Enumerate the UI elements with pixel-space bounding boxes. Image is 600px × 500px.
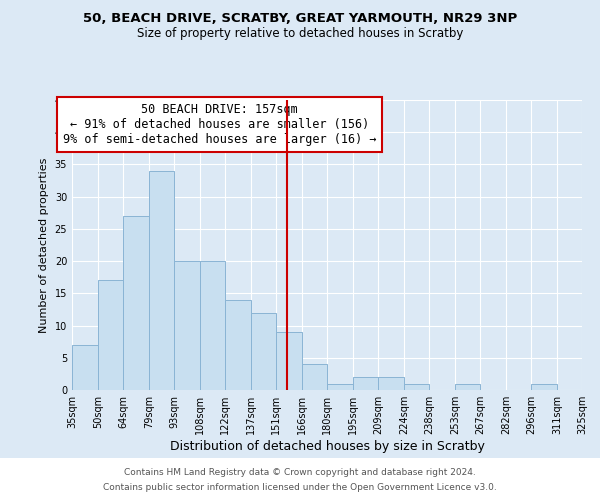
Bar xyxy=(327,384,353,390)
Text: Size of property relative to detached houses in Scratby: Size of property relative to detached ho… xyxy=(137,28,463,40)
Bar xyxy=(200,261,225,390)
Text: Contains HM Land Registry data © Crown copyright and database right 2024.: Contains HM Land Registry data © Crown c… xyxy=(124,468,476,477)
Text: Contains public sector information licensed under the Open Government Licence v3: Contains public sector information licen… xyxy=(103,483,497,492)
Bar xyxy=(455,384,480,390)
Bar xyxy=(72,345,98,390)
Bar xyxy=(582,384,600,390)
Bar xyxy=(378,377,404,390)
Text: 50, BEACH DRIVE, SCRATBY, GREAT YARMOUTH, NR29 3NP: 50, BEACH DRIVE, SCRATBY, GREAT YARMOUTH… xyxy=(83,12,517,26)
Text: 50 BEACH DRIVE: 157sqm
← 91% of detached houses are smaller (156)
9% of semi-det: 50 BEACH DRIVE: 157sqm ← 91% of detached… xyxy=(63,103,376,146)
Bar xyxy=(302,364,327,390)
X-axis label: Distribution of detached houses by size in Scratby: Distribution of detached houses by size … xyxy=(170,440,484,453)
Y-axis label: Number of detached properties: Number of detached properties xyxy=(39,158,49,332)
Bar xyxy=(123,216,149,390)
Bar xyxy=(98,280,123,390)
Bar xyxy=(251,312,276,390)
Bar xyxy=(531,384,557,390)
Bar xyxy=(149,171,174,390)
Bar xyxy=(225,300,251,390)
Bar xyxy=(276,332,302,390)
Bar xyxy=(353,377,378,390)
Bar xyxy=(174,261,200,390)
Bar xyxy=(404,384,429,390)
